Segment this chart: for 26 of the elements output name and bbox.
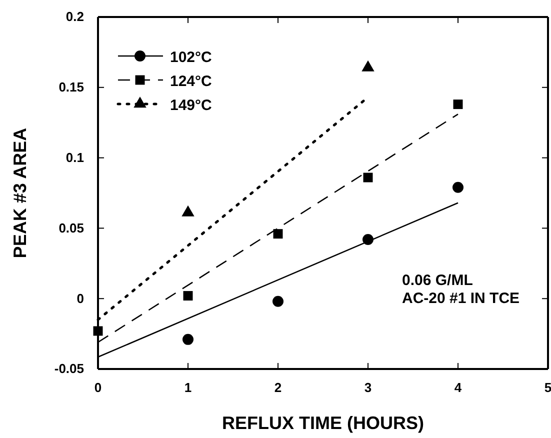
legend-label: 149°C <box>170 97 212 114</box>
point <box>363 172 373 182</box>
x-axis-title: REFLUX TIME (HOURS) <box>222 413 424 433</box>
point <box>93 326 103 336</box>
x-tick-label: 2 <box>274 380 282 396</box>
point <box>452 182 464 193</box>
x-tick-label: 4 <box>454 380 462 396</box>
y-tick-label: -0.05 <box>54 361 84 376</box>
y-tick-label: 0.1 <box>66 150 84 165</box>
annotation: AC-20 #1 IN TCE <box>402 290 520 307</box>
point <box>183 291 193 301</box>
x-tick-label: 0 <box>94 380 102 396</box>
legend-label: 102°C <box>170 49 212 66</box>
x-tick-label: 3 <box>364 380 372 396</box>
point <box>182 334 194 345</box>
point <box>272 296 284 307</box>
y-tick-label: 0.2 <box>66 9 84 24</box>
x-tick-label: 5 <box>544 380 551 396</box>
y-tick-label: 0.05 <box>58 220 84 236</box>
y-tick-label: 0.15 <box>58 80 84 95</box>
x-tick-label: 1 <box>184 380 192 396</box>
y-tick-label: 0 <box>76 290 84 306</box>
point <box>453 100 463 110</box>
y-axis-title: PEAK #3 AREA <box>10 128 30 258</box>
annotation: 0.06 G/ML <box>402 272 473 289</box>
legend-label: 124°C <box>170 73 212 90</box>
